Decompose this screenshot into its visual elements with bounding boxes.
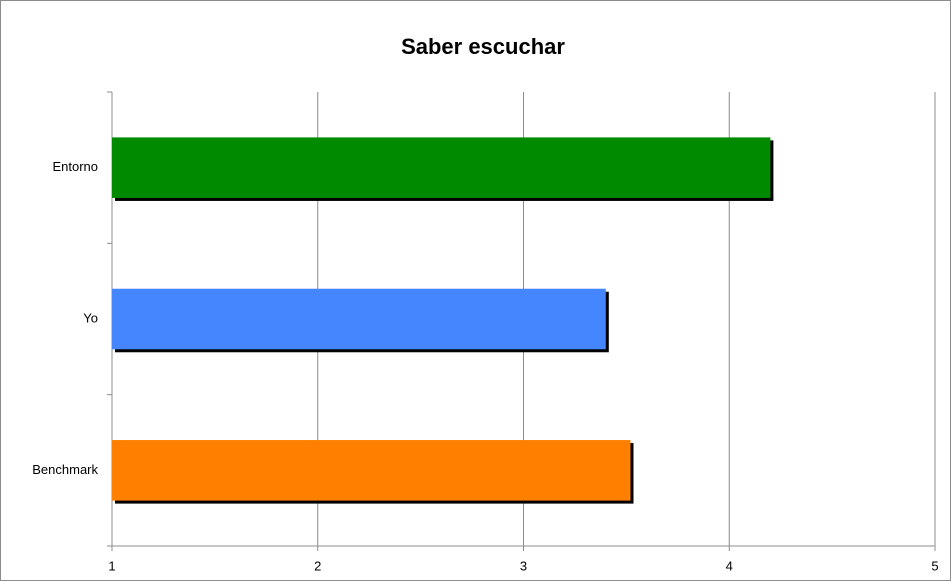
bar [112,137,771,198]
y-tick-label: Yo [83,310,98,325]
y-tick-label: Entorno [52,159,98,174]
x-tick-label: 1 [108,558,115,573]
x-tick-label: 3 [520,558,527,573]
chart-title: Saber escuchar [401,34,565,59]
bar [112,288,606,350]
y-tick-label: Benchmark [32,462,98,477]
x-tick-label: 2 [314,558,321,573]
x-tick-label: 5 [931,558,938,573]
bar [112,440,631,501]
x-tick-label: 4 [726,558,733,573]
